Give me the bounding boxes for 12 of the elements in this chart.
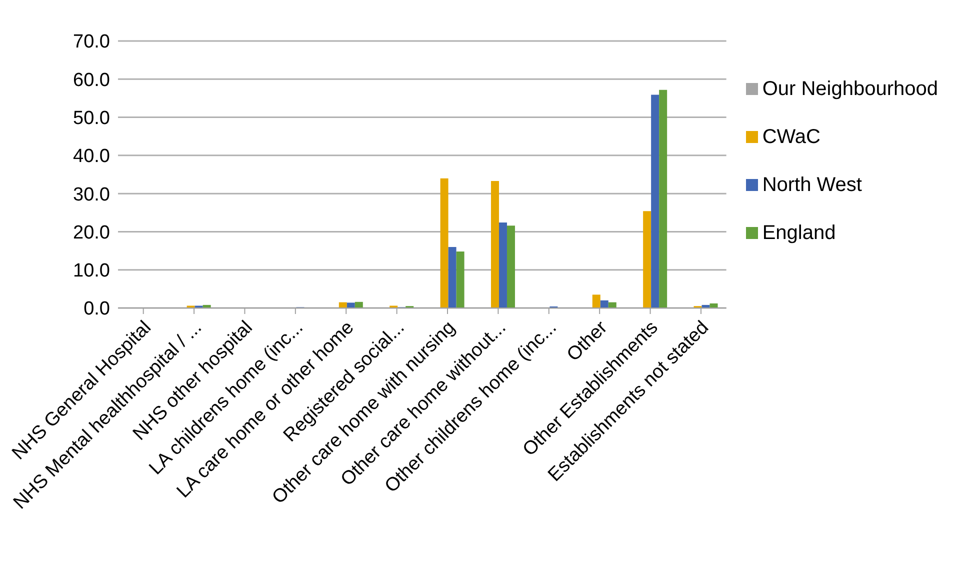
legend-label: England [762,222,836,244]
y-tick-label: 20.0 [73,222,110,244]
y-tick-label: 70.0 [73,32,110,53]
y-tick-label: 10.0 [73,260,110,282]
y-tick-label: 0.0 [84,298,110,320]
y-tick-label: 30.0 [73,184,110,206]
legend-label: North West [762,174,862,196]
legend-label: CWaC [762,126,820,148]
y-tick-label: 50.0 [73,108,110,130]
legend-label: Our Neighbourhood [762,78,938,100]
y-tick-label: 60.0 [73,70,110,91]
y-tick-label: 40.0 [73,146,110,168]
